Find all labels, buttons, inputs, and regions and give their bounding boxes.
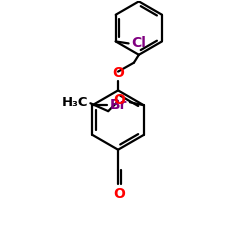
- Text: Br: Br: [110, 98, 128, 112]
- Text: O: O: [113, 187, 125, 201]
- Text: O: O: [112, 66, 124, 80]
- Text: Cl: Cl: [132, 36, 146, 51]
- Text: H₃C: H₃C: [62, 96, 88, 109]
- Text: O: O: [113, 93, 125, 107]
